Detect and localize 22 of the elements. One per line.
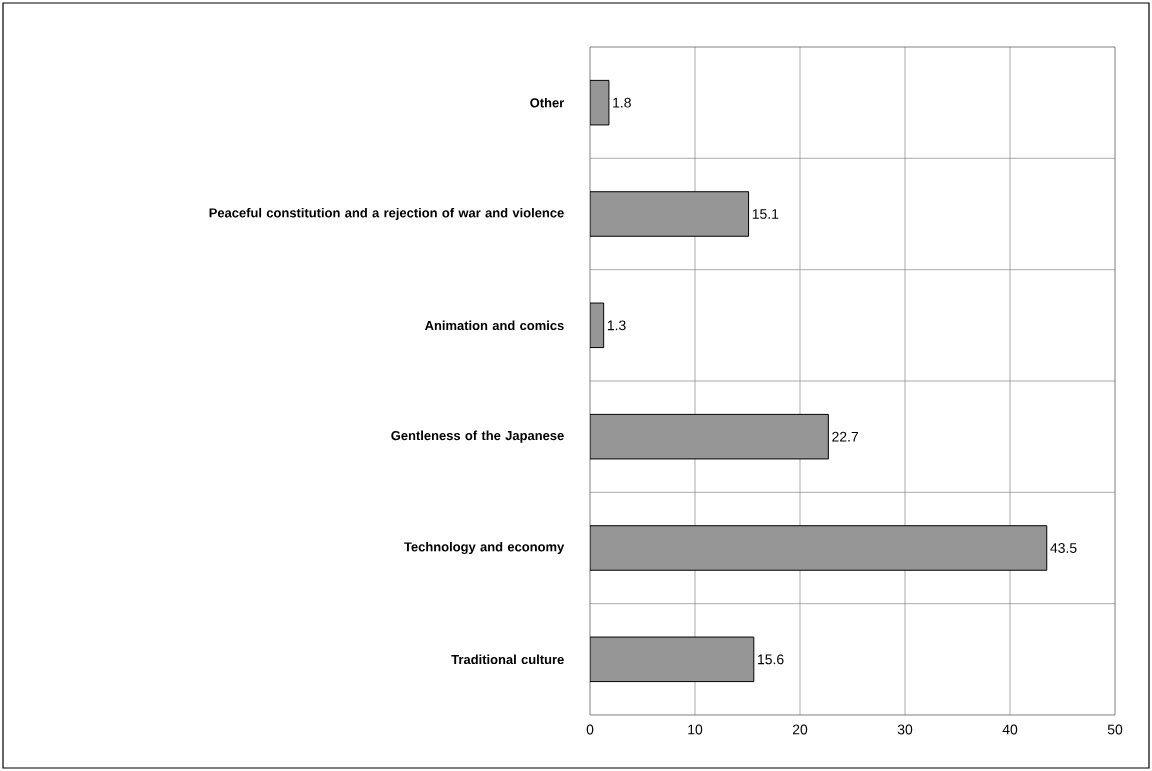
data-label: 22.7 xyxy=(832,431,858,442)
bar xyxy=(590,525,1048,571)
data-label: 43.5 xyxy=(1050,543,1077,553)
y-tick-label: Other xyxy=(530,97,565,108)
x-tick-label: 50 xyxy=(1107,724,1123,735)
x-tick-label: 0 xyxy=(586,724,594,735)
y-tick-label: Animation and comics xyxy=(424,320,564,331)
x-tick-label: 40 xyxy=(1002,724,1018,735)
data-label: 15.1 xyxy=(752,209,779,219)
data-label: 15.6 xyxy=(758,654,784,665)
x-tick-label: 10 xyxy=(688,724,703,735)
x-tick-label: 30 xyxy=(897,724,913,735)
y-tick-label: Technology and economy xyxy=(404,541,565,555)
bar xyxy=(590,413,829,460)
data-label: 1.3 xyxy=(607,320,626,331)
y-tick-label: Peaceful constitution and a rejection of war and violence xyxy=(209,207,564,221)
data-label: 1.8 xyxy=(613,97,631,108)
y-tick-label: Gentleness of the Japanese xyxy=(391,430,564,443)
x-tick-label: 20 xyxy=(792,724,808,735)
bar xyxy=(590,636,755,683)
bar xyxy=(590,191,750,237)
y-tick-label: Traditional culture xyxy=(451,654,564,665)
